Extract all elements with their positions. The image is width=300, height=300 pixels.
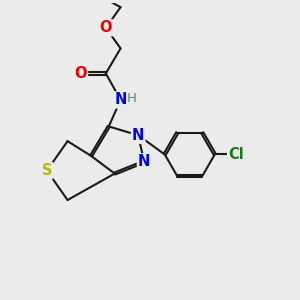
Text: N: N xyxy=(114,92,127,107)
Text: S: S xyxy=(42,163,52,178)
Text: N: N xyxy=(138,154,150,169)
Text: O: O xyxy=(75,66,87,81)
Text: Cl: Cl xyxy=(228,147,244,162)
Text: O: O xyxy=(100,20,112,35)
Text: N: N xyxy=(132,128,144,143)
Text: H: H xyxy=(127,92,137,105)
